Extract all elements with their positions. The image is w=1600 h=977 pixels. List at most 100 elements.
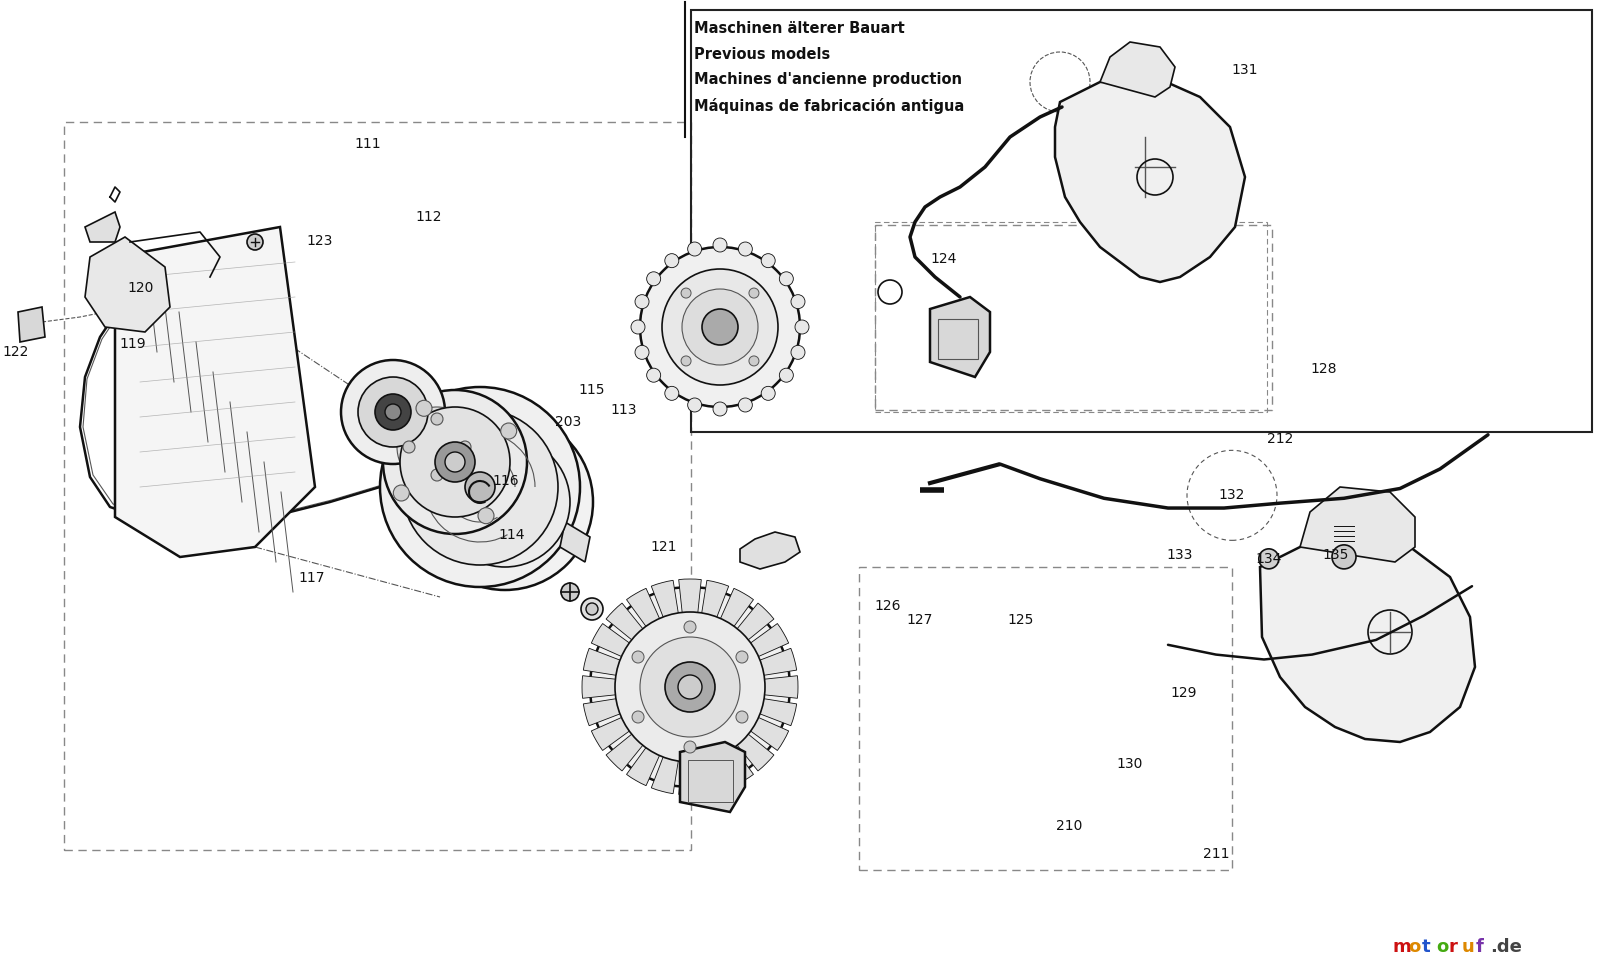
- Text: 112: 112: [416, 210, 442, 224]
- Bar: [938, 319, 978, 359]
- Text: 129: 129: [1171, 686, 1197, 700]
- Wedge shape: [606, 603, 690, 687]
- Text: 212: 212: [1267, 432, 1293, 446]
- Bar: [875, 222, 1267, 412]
- Circle shape: [382, 392, 493, 502]
- Wedge shape: [690, 687, 728, 793]
- Wedge shape: [582, 676, 690, 699]
- Circle shape: [736, 651, 747, 663]
- Circle shape: [790, 295, 805, 309]
- Wedge shape: [627, 687, 690, 786]
- Polygon shape: [1054, 77, 1245, 282]
- Polygon shape: [18, 307, 45, 342]
- Circle shape: [688, 398, 702, 412]
- Circle shape: [341, 360, 445, 464]
- Circle shape: [688, 242, 702, 256]
- Wedge shape: [690, 687, 774, 771]
- Bar: [859, 567, 1232, 870]
- Circle shape: [590, 587, 790, 787]
- Circle shape: [466, 472, 494, 502]
- Circle shape: [478, 508, 494, 524]
- Text: Máquinas de fabricación antigua: Máquinas de fabricación antigua: [694, 98, 963, 113]
- Circle shape: [736, 711, 747, 723]
- Wedge shape: [690, 687, 789, 750]
- Wedge shape: [592, 623, 690, 687]
- Text: 119: 119: [120, 337, 146, 351]
- Text: u: u: [1462, 938, 1475, 956]
- Circle shape: [790, 345, 805, 360]
- Wedge shape: [690, 676, 798, 699]
- Wedge shape: [651, 580, 690, 687]
- Text: Previous models: Previous models: [694, 47, 830, 62]
- Circle shape: [666, 386, 678, 401]
- Circle shape: [501, 423, 517, 439]
- Circle shape: [435, 442, 475, 482]
- Circle shape: [635, 345, 650, 360]
- Circle shape: [374, 394, 411, 430]
- Wedge shape: [651, 687, 690, 793]
- Text: o: o: [1437, 938, 1448, 956]
- Circle shape: [779, 272, 794, 286]
- Circle shape: [402, 409, 558, 565]
- Circle shape: [1259, 549, 1278, 569]
- Text: 120: 120: [128, 281, 154, 295]
- Circle shape: [381, 387, 579, 587]
- Circle shape: [702, 309, 738, 345]
- Circle shape: [795, 320, 810, 334]
- Text: 210: 210: [1056, 819, 1082, 832]
- Text: 113: 113: [611, 404, 637, 417]
- Text: 132: 132: [1219, 488, 1245, 502]
- Circle shape: [738, 242, 752, 256]
- Circle shape: [581, 598, 603, 620]
- Text: 116: 116: [493, 474, 518, 488]
- Wedge shape: [690, 649, 797, 687]
- Wedge shape: [592, 687, 690, 750]
- Circle shape: [445, 452, 466, 472]
- Polygon shape: [115, 227, 315, 557]
- Wedge shape: [584, 649, 690, 687]
- Bar: [688, 760, 733, 802]
- Text: Maschinen älterer Bauart: Maschinen älterer Bauart: [694, 21, 904, 36]
- Text: 130: 130: [1117, 757, 1142, 771]
- Text: 128: 128: [1310, 362, 1336, 376]
- Wedge shape: [690, 623, 789, 687]
- Text: 203: 203: [555, 415, 581, 429]
- Text: 122: 122: [3, 345, 29, 359]
- Circle shape: [430, 413, 443, 425]
- Wedge shape: [627, 588, 690, 687]
- Circle shape: [586, 603, 598, 615]
- Wedge shape: [690, 588, 754, 687]
- Polygon shape: [930, 297, 990, 377]
- Text: r: r: [1450, 938, 1458, 956]
- Wedge shape: [690, 687, 797, 726]
- Circle shape: [418, 414, 594, 590]
- Circle shape: [459, 441, 470, 453]
- Text: f: f: [1475, 938, 1483, 956]
- Text: 126: 126: [875, 599, 901, 613]
- Circle shape: [714, 238, 726, 252]
- Polygon shape: [1101, 42, 1174, 97]
- Circle shape: [403, 441, 414, 453]
- Text: 124: 124: [931, 252, 957, 266]
- Circle shape: [400, 407, 510, 517]
- Bar: [64, 122, 691, 850]
- Circle shape: [430, 469, 443, 481]
- Circle shape: [246, 234, 262, 250]
- Text: o: o: [1408, 938, 1421, 956]
- Polygon shape: [560, 522, 590, 562]
- Circle shape: [779, 368, 794, 382]
- Text: 123: 123: [307, 234, 333, 248]
- Circle shape: [646, 272, 661, 286]
- Polygon shape: [1299, 487, 1414, 562]
- Wedge shape: [690, 603, 774, 687]
- Text: 135: 135: [1323, 548, 1349, 562]
- Text: 127: 127: [907, 614, 933, 627]
- Wedge shape: [606, 687, 690, 771]
- Text: 134: 134: [1256, 552, 1282, 566]
- Bar: [875, 225, 1272, 410]
- Circle shape: [682, 289, 758, 365]
- Circle shape: [640, 247, 800, 407]
- Text: 211: 211: [1203, 847, 1229, 861]
- Circle shape: [738, 398, 752, 412]
- Wedge shape: [678, 687, 701, 795]
